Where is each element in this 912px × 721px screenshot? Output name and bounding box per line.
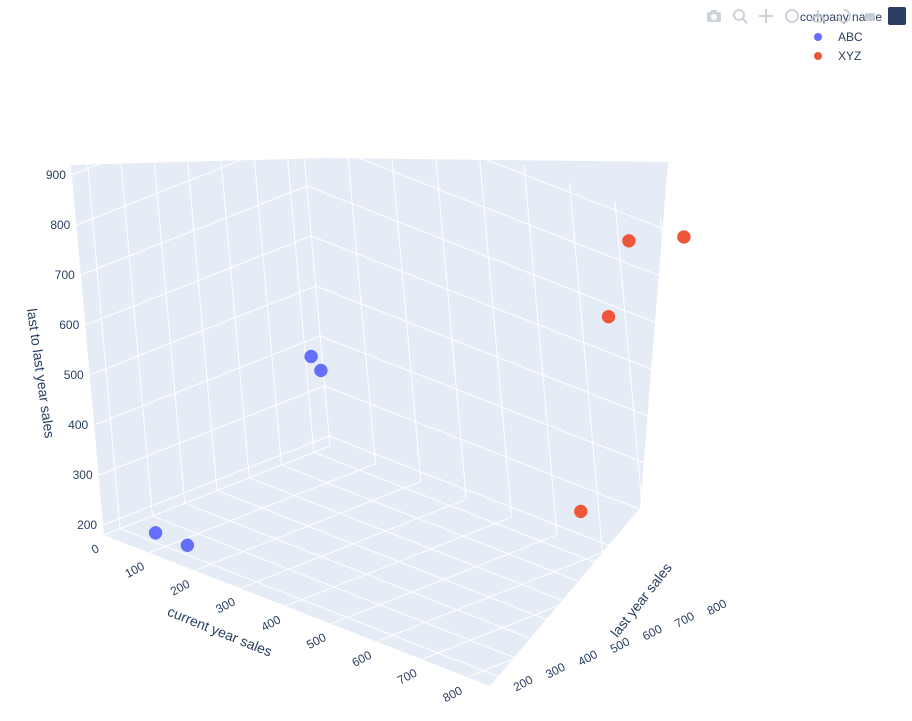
pan-icon[interactable] bbox=[756, 6, 776, 26]
grid-line-x bbox=[432, 129, 467, 500]
y-tick-label: 600 bbox=[640, 622, 665, 644]
grid-line-y bbox=[118, 145, 153, 516]
grid-line-y bbox=[248, 95, 283, 466]
marker-abc-1[interactable] bbox=[180, 538, 195, 553]
grid-line-x bbox=[341, 93, 376, 464]
grid-line-z bbox=[315, 285, 702, 438]
z-axis-ticks: 200 300 400 500 600 700 800 900 bbox=[46, 168, 98, 532]
legend[interactable]: company name ABC XYZ bbox=[800, 10, 882, 63]
grid-line-y bbox=[119, 528, 507, 681]
grid-line-x bbox=[614, 200, 649, 571]
y-axis-title: last year sales bbox=[607, 560, 675, 640]
grid-line-y bbox=[215, 107, 250, 478]
grid-line-x bbox=[568, 182, 603, 553]
turntable-icon[interactable] bbox=[808, 6, 828, 26]
legend-title: company name bbox=[800, 10, 882, 24]
grid-line-x bbox=[523, 164, 558, 535]
grid-line-y bbox=[183, 120, 218, 491]
legend-item-abc[interactable]: ABC bbox=[814, 30, 863, 44]
grid-line-y bbox=[249, 477, 636, 630]
marker-abc-2[interactable] bbox=[304, 349, 318, 364]
z-axis-title: last to last year sales bbox=[24, 307, 58, 439]
legend-marker-xyz bbox=[814, 52, 822, 60]
grid-line-z bbox=[324, 385, 711, 538]
grid-line-x bbox=[659, 218, 694, 589]
reset-camera-icon[interactable] bbox=[834, 6, 854, 26]
grid-line-x bbox=[296, 75, 331, 447]
grid-line-z bbox=[320, 335, 707, 488]
grid-line-z bbox=[297, 85, 685, 238]
grid-line-z bbox=[306, 185, 693, 338]
x-tick-label: 100 bbox=[123, 559, 148, 581]
back-wall-left bbox=[71, 158, 330, 535]
marker-xyz-1[interactable] bbox=[601, 309, 616, 324]
y-tick-label: 800 bbox=[705, 596, 730, 618]
grid-line-y bbox=[86, 158, 121, 529]
x-tick-label: 300 bbox=[213, 594, 238, 616]
plotly-logo-icon[interactable] bbox=[888, 7, 906, 25]
z-tick-label: 200 bbox=[77, 518, 97, 532]
gridlines bbox=[71, 75, 716, 681]
legend-marker-abc bbox=[814, 33, 822, 41]
grid-line-y bbox=[151, 133, 186, 504]
x-tick-label: 600 bbox=[350, 648, 375, 670]
y-tick-label: 700 bbox=[672, 609, 697, 631]
y-tick-label: 400 bbox=[576, 647, 601, 669]
grid-line-y bbox=[152, 515, 539, 668]
grid-line-x bbox=[478, 147, 513, 518]
grid-line-z bbox=[328, 435, 716, 588]
x-tick-label: 200 bbox=[168, 577, 193, 599]
z-tick-label: 900 bbox=[46, 168, 66, 182]
marker-xyz-2[interactable] bbox=[622, 234, 636, 248]
grid-line-y bbox=[281, 464, 668, 617]
modebar bbox=[704, 6, 906, 26]
marker-xyz-3[interactable] bbox=[677, 230, 691, 244]
z-tick-label: 800 bbox=[50, 218, 70, 232]
legend-label-abc: ABC bbox=[838, 30, 863, 44]
z-tick-label: 300 bbox=[73, 468, 93, 482]
z-tick-label: 400 bbox=[68, 418, 88, 432]
grid-line-x bbox=[387, 111, 422, 482]
x-tick-label: 800 bbox=[440, 683, 465, 705]
x-tick-label: 700 bbox=[395, 665, 420, 687]
y-tick-label: 200 bbox=[511, 672, 536, 694]
x-tick-label: 0 bbox=[89, 541, 102, 557]
legend-label-xyz: XYZ bbox=[838, 49, 861, 63]
grid-line-z bbox=[302, 135, 689, 288]
marker-abc-3[interactable] bbox=[314, 363, 328, 378]
data-markers bbox=[148, 230, 691, 553]
orbit-icon[interactable] bbox=[782, 6, 802, 26]
grid-line-y bbox=[313, 451, 701, 604]
z-tick-label: 600 bbox=[59, 318, 79, 332]
hover-icon[interactable] bbox=[860, 6, 880, 26]
zoom-icon[interactable] bbox=[730, 6, 750, 26]
grid-line-z bbox=[311, 235, 698, 388]
grid-line-y bbox=[216, 490, 604, 642]
x-tick-label: 500 bbox=[304, 630, 329, 652]
marker-xyz-0[interactable] bbox=[574, 504, 588, 519]
z-tick-label: 700 bbox=[55, 268, 75, 282]
legend-item-xyz[interactable]: XYZ bbox=[814, 49, 861, 63]
z-tick-label: 500 bbox=[64, 368, 84, 382]
grid-line-y bbox=[280, 82, 315, 453]
y-tick-label: 300 bbox=[543, 660, 568, 682]
grid-line-y bbox=[184, 502, 571, 655]
x-tick-label: 400 bbox=[259, 612, 284, 634]
marker-abc-0[interactable] bbox=[148, 526, 163, 540]
camera-icon[interactable] bbox=[704, 6, 724, 26]
